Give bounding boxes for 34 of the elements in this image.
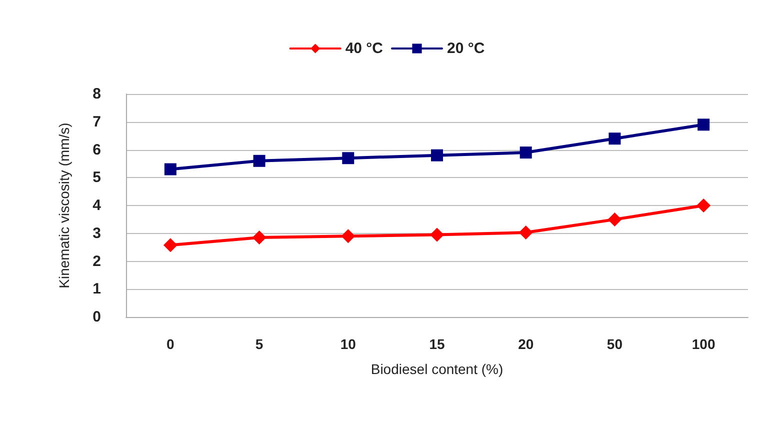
x-tick-label: 10	[340, 336, 356, 352]
point	[520, 146, 532, 159]
point	[341, 229, 356, 244]
y-axis-title: Kinematic viscosity (mm/s)	[56, 122, 72, 288]
x-tick-label: 5	[255, 336, 264, 352]
x-tick-label: 100	[692, 336, 716, 352]
point	[696, 198, 711, 212]
point	[698, 118, 710, 131]
y-tick-label: 1	[92, 280, 101, 298]
point	[253, 154, 266, 167]
point	[608, 212, 622, 226]
point	[342, 152, 354, 164]
point	[518, 226, 533, 240]
y-tick-label: 0	[92, 308, 101, 326]
y-tick-label: 5	[92, 169, 101, 186]
y-tick-label: 2	[92, 252, 101, 270]
point	[164, 163, 176, 176]
point	[608, 132, 621, 145]
y-tick-label: 7	[92, 113, 101, 130]
x-tick-label: 15	[429, 336, 445, 352]
legend-label: 40 °C	[345, 40, 384, 57]
y-tick-label: 6	[92, 141, 101, 158]
point	[430, 228, 444, 242]
y-tick-label: 4	[92, 197, 102, 214]
legend-label: 20 °C	[447, 40, 485, 57]
x-tick-label: 0	[166, 336, 175, 352]
x-tick-label: 50	[606, 336, 623, 352]
y-tick-label: 8	[92, 86, 101, 102]
y-tick-label: 3	[92, 224, 101, 242]
point	[252, 230, 266, 245]
x-axis-title: Biodiesel content (%)	[370, 361, 504, 377]
x-tick-label: 20	[518, 336, 534, 352]
point	[163, 238, 178, 252]
point	[431, 149, 443, 162]
